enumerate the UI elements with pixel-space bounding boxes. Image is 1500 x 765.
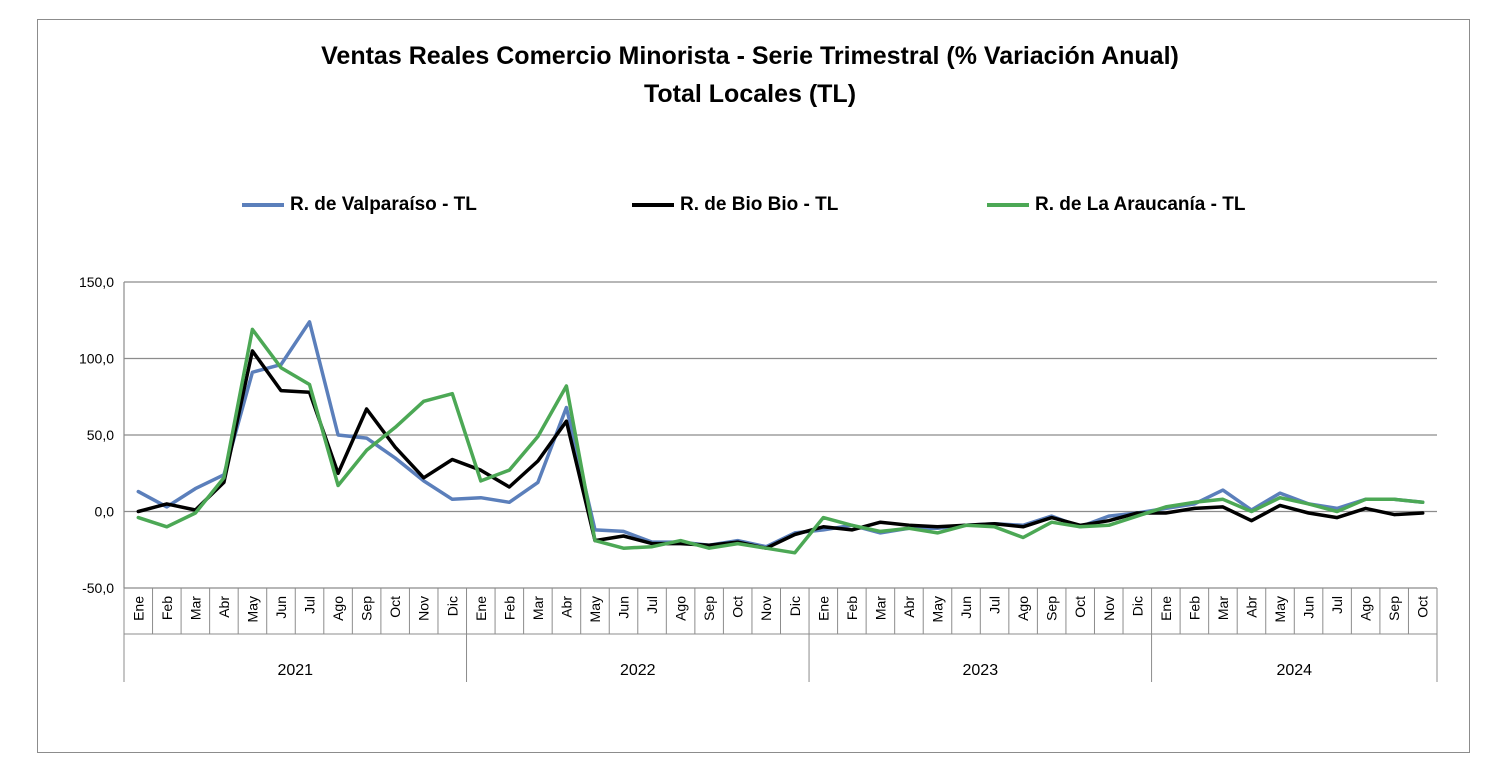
x-tick-label: Jun <box>273 596 289 619</box>
x-tick-label: Oct <box>730 596 746 618</box>
x-tick-label: Mar <box>872 596 888 620</box>
x-tick-label: Oct <box>1415 596 1431 618</box>
x-tick-label: Dic <box>444 596 460 616</box>
year-label: 2022 <box>620 662 656 679</box>
y-tick-label: 0,0 <box>95 504 115 520</box>
x-tick-label: Oct <box>1072 596 1088 618</box>
y-tick-label: 100,0 <box>79 351 114 367</box>
year-label: 2024 <box>1276 662 1312 679</box>
x-tick-label: Jul <box>1329 596 1345 614</box>
x-tick-label: Ene <box>130 596 146 621</box>
x-tick-label: Ago <box>1358 596 1374 621</box>
x-tick-label: Jun <box>958 596 974 619</box>
x-tick-label: Sep <box>1044 596 1060 621</box>
x-tick-label: Mar <box>1215 596 1231 620</box>
x-tick-label: Feb <box>159 596 175 620</box>
legend-label-valparaiso: R. de Valparaíso - TL <box>290 194 477 215</box>
x-tick-label: Jul <box>644 596 660 614</box>
x-tick-label: Ene <box>815 596 831 621</box>
y-tick-label: -50,0 <box>82 580 114 596</box>
chart-frame <box>37 19 1470 753</box>
x-tick-label: May <box>244 596 260 622</box>
chart-subtitle: Total Locales (TL) <box>643 80 857 108</box>
x-tick-label: Nov <box>1101 596 1117 621</box>
legend-item-valparaiso: R. de Valparaíso - TL <box>242 194 477 216</box>
series-line-biobio <box>136 349 1425 550</box>
x-tick-label: Ene <box>473 596 489 621</box>
x-tick-label: May <box>587 596 603 622</box>
x-tick-label: Oct <box>387 596 403 618</box>
x-tick-label: Sep <box>359 596 375 621</box>
y-tick-label: 150,0 <box>79 274 114 290</box>
x-tick-label: Jun <box>616 596 632 619</box>
x-tick-label: Feb <box>1186 596 1202 620</box>
x-tick-label: Ago <box>1015 596 1031 621</box>
x-tick-label: Ene <box>1158 596 1174 621</box>
legend-swatch-biobio <box>632 203 674 207</box>
x-tick-label: Nov <box>758 596 774 621</box>
legend-label-araucania: R. de La Araucanía - TL <box>1035 194 1246 215</box>
legend-label-biobio: R. de Bio Bio - TL <box>680 194 839 215</box>
x-tick-label: Dic <box>1129 596 1145 616</box>
year-label: 2023 <box>963 662 999 679</box>
legend-item-biobio: R. de Bio Bio - TL <box>632 194 838 216</box>
x-tick-label: Jun <box>1301 596 1317 619</box>
x-tick-label: Abr <box>901 596 917 618</box>
x-tick-label: Nov <box>416 596 432 621</box>
x-tick-label: Abr <box>558 596 574 618</box>
chart-title: Ventas Reales Comercio Minorista - Serie… <box>321 42 1179 70</box>
x-tick-label: Abr <box>216 596 232 618</box>
x-tick-label: Jul <box>987 596 1003 614</box>
x-tick-label: Dic <box>787 596 803 616</box>
series-line-araucania <box>136 327 1425 555</box>
x-tick-label: Sep <box>701 596 717 621</box>
x-tick-label: Feb <box>501 596 517 620</box>
x-tick-label: May <box>1272 596 1288 622</box>
x-tick-label: Sep <box>1386 596 1402 621</box>
year-label: 2021 <box>277 662 313 679</box>
legend-swatch-araucania <box>987 203 1029 207</box>
x-tick-label: Abr <box>1243 596 1259 618</box>
legend-item-araucania: R. de La Araucanía - TL <box>987 194 1245 216</box>
x-tick-label: Feb <box>844 596 860 620</box>
legend-swatch-valparaiso <box>242 203 284 207</box>
x-tick-label: Jul <box>302 596 318 614</box>
x-tick-label: Ago <box>330 596 346 621</box>
y-tick-label: 50,0 <box>87 427 114 443</box>
x-tick-label: May <box>929 596 945 622</box>
x-tick-label: Mar <box>530 596 546 620</box>
x-tick-label: Mar <box>187 596 203 620</box>
series-line-valparaiso <box>136 320 1425 549</box>
x-tick-label: Ago <box>673 596 689 621</box>
